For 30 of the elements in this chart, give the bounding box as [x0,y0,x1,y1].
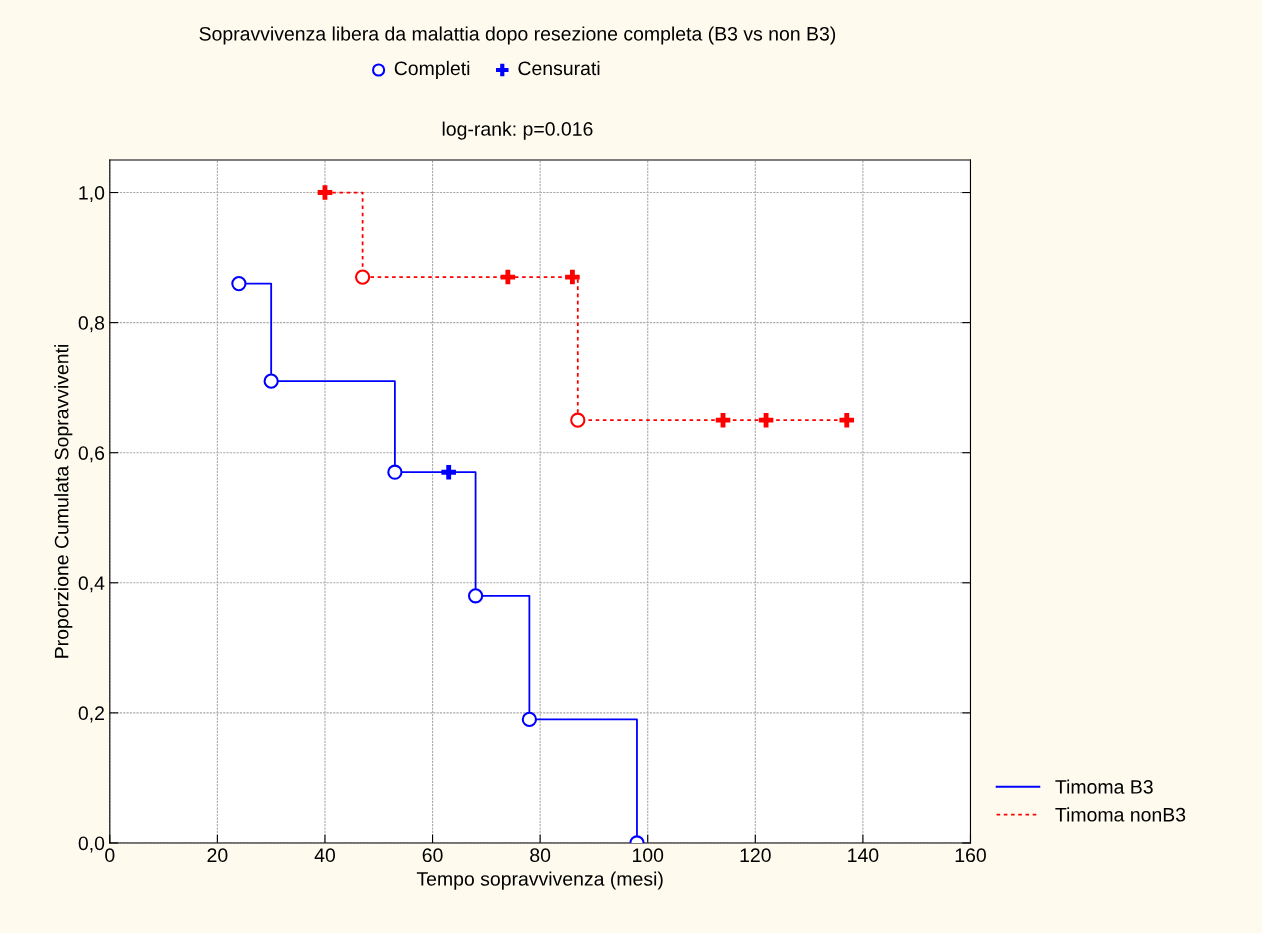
chart-subtitle: log-rank: p=0.016 [442,121,593,140]
y-tick-label: 0,4 [78,576,105,593]
x-tick-label: 140 [848,848,879,863]
y-tick-label: 1,0 [79,186,105,203]
x-tick-label: 20 [207,848,228,863]
point [758,412,774,428]
x-tick-label: 100 [632,848,664,863]
point [441,464,456,480]
x-axis-title: Tempo sopravvivenza (mesi) [416,871,663,890]
chart-title: Sopravvivenza libera da malattia dopo resezione completa (B3 vs non B3) [199,26,836,45]
y-tick-label: 0,0 [78,836,105,853]
legend-label: Timoma B3 [1055,779,1153,794]
text: Completi [394,60,470,80]
point [715,412,731,428]
point [565,269,580,285]
x-tick-label: 40 [314,848,336,863]
legend-label: Timoma nonB3 [1055,807,1186,822]
y-tick-label: 0,6 [78,446,105,463]
y-tick-label: 0,2 [78,706,104,723]
text: Censurati [518,60,600,76]
x-tick-label: 120 [740,848,771,863]
point [839,412,855,428]
y-tick-label: 0,8 [78,316,105,333]
x-tick-label: 60 [422,848,443,863]
x-tick-label: 160 [955,848,986,863]
x-tick-label: 0 [105,848,115,863]
x-tick-label: 80 [530,848,551,863]
point [317,185,333,200]
y-axis-title: Proporzione Cumulata Sopravviventi [54,344,73,658]
point [500,269,516,285]
